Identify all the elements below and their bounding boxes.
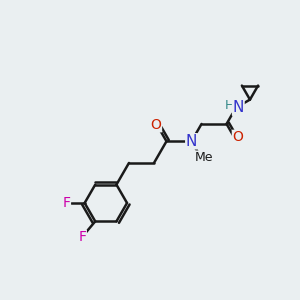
Text: O: O xyxy=(232,130,243,144)
Text: N: N xyxy=(186,134,197,149)
Text: O: O xyxy=(151,118,161,132)
Text: F: F xyxy=(62,196,70,210)
Text: Me: Me xyxy=(195,151,213,164)
Text: F: F xyxy=(78,230,86,244)
Text: H: H xyxy=(225,99,234,112)
Text: N: N xyxy=(232,100,244,115)
